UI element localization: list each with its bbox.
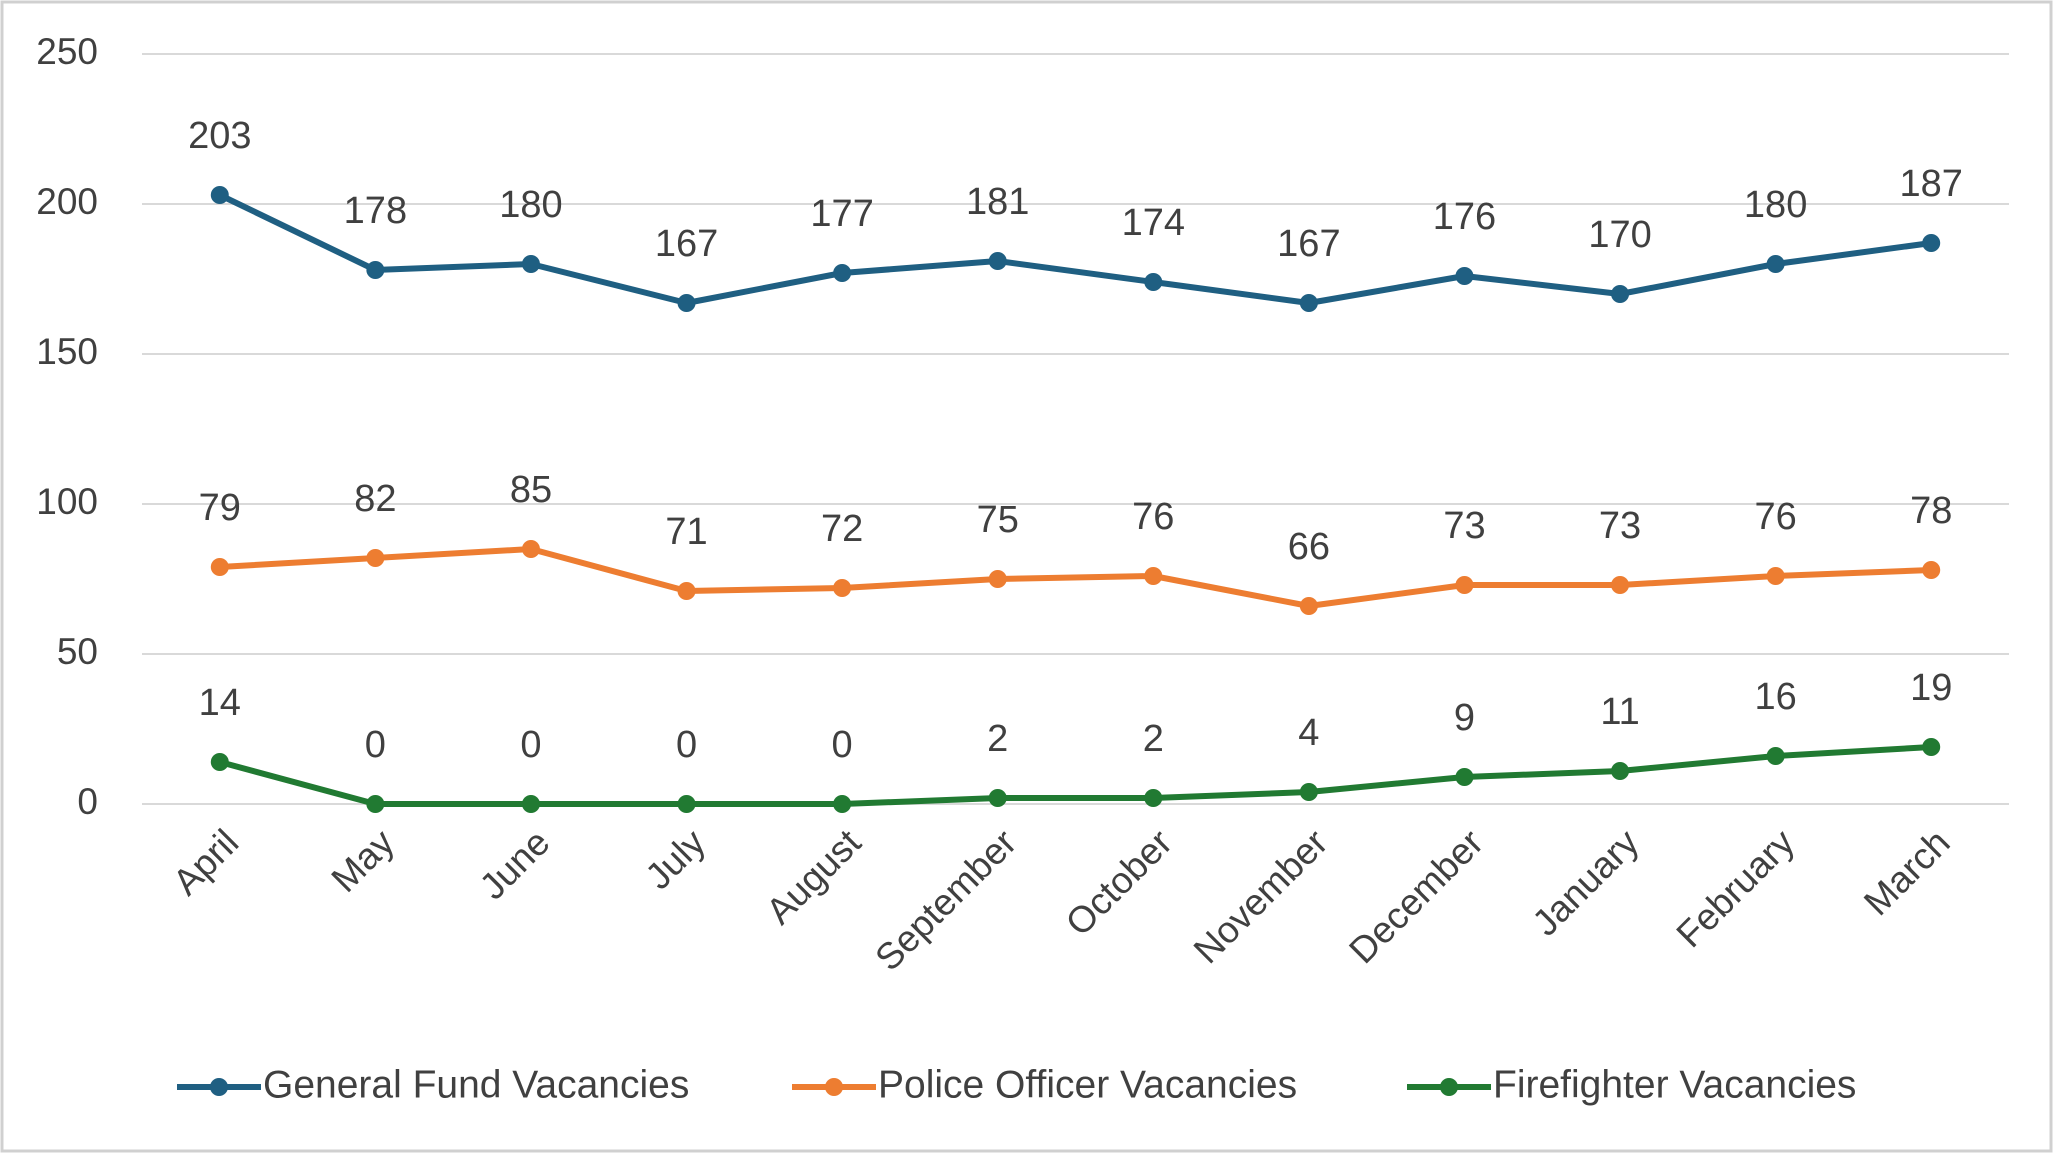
data-point [833,264,852,282]
data-point [1299,294,1318,312]
data-label: 19 [1910,667,1952,709]
data-label: 73 [1443,505,1485,547]
data-point [1455,576,1474,594]
data-label: 75 [977,499,1019,541]
data-label: 181 [966,181,1029,223]
data-label: 180 [499,184,562,226]
data-point [366,549,385,567]
data-point [210,753,229,771]
data-label: 73 [1599,505,1641,547]
data-label: 178 [344,190,407,232]
data-point [1922,234,1941,252]
data-label: 14 [199,682,241,724]
data-point [1922,738,1941,756]
data-label: 0 [676,724,697,766]
data-point [1611,762,1630,780]
data-point [988,789,1007,807]
data-point [833,579,852,597]
y-tick-label: 250 [36,31,98,72]
series-line [218,192,1932,306]
legend-label: Police Officer Vacancies [878,1063,1297,1106]
data-point [1766,567,1785,585]
data-label: 71 [665,511,707,553]
series-line [219,744,1932,807]
y-tick-label: 0 [77,781,98,822]
data-label: 16 [1754,676,1796,718]
data-point [521,540,540,558]
data-point [366,261,385,279]
data-label: 176 [1433,196,1496,238]
data-point [988,252,1007,270]
data-point [1611,576,1630,594]
data-point [833,795,852,813]
data-label: 66 [1288,526,1330,568]
data-point [210,558,229,576]
data-label: 82 [354,478,396,520]
data-label: 167 [655,223,718,265]
data-label: 9 [1454,697,1475,739]
y-tick-label: 50 [57,631,98,672]
data-label: 2 [1143,718,1164,760]
data-label: 72 [821,508,863,550]
data-point [1922,561,1941,579]
series-line [219,546,1932,609]
y-tick-label: 200 [36,181,98,222]
data-label: 85 [510,469,552,511]
data-point [1144,273,1163,291]
data-point [1455,768,1474,786]
data-label: 76 [1754,496,1796,538]
data-point [677,795,696,813]
legend-label: General Fund Vacancies [263,1063,689,1106]
y-tick-label: 100 [36,481,98,522]
data-point [1144,567,1163,585]
legend-marker [825,1078,843,1096]
data-point [677,294,696,312]
y-tick-label: 150 [36,331,98,372]
data-label: 203 [188,115,251,157]
data-point [1144,789,1163,807]
legend-marker [210,1078,228,1096]
data-point [1455,267,1474,285]
data-point [521,255,540,273]
data-label: 76 [1132,496,1174,538]
data-label: 177 [810,193,873,235]
data-label: 0 [832,724,853,766]
data-label: 78 [1910,490,1952,532]
data-point [521,795,540,813]
data-point [677,582,696,600]
data-point [210,186,229,204]
data-label: 4 [1298,712,1319,754]
data-label: 0 [365,724,386,766]
data-label: 167 [1277,223,1340,265]
data-point [1299,783,1318,801]
data-label: 0 [520,724,541,766]
legend-label: Firefighter Vacancies [1493,1063,1856,1106]
data-point [1766,747,1785,765]
data-label: 187 [1900,163,1963,205]
data-point [1299,597,1318,615]
data-point [1611,285,1630,303]
data-label: 79 [199,487,241,529]
data-label: 2 [987,718,1008,760]
data-point [366,795,385,813]
data-label: 170 [1588,214,1651,256]
data-point [988,570,1007,588]
data-point [1766,255,1785,273]
data-label: 180 [1744,184,1807,226]
data-label: 174 [1122,202,1185,244]
legend-marker [1440,1078,1458,1096]
data-label: 11 [1600,691,1639,733]
